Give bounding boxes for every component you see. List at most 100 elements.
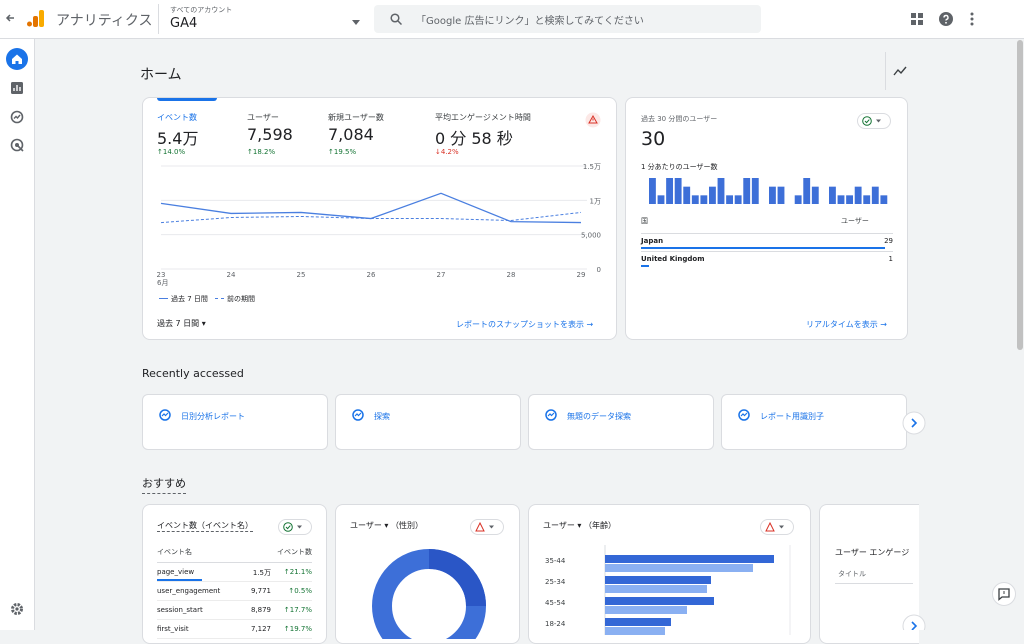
dimension: （年齢） xyxy=(583,521,616,530)
x-tick-label: 28 xyxy=(507,271,516,279)
y-tick-label: 0 xyxy=(597,266,601,274)
metric-value: 5.4万 xyxy=(157,129,199,148)
back-button[interactable] xyxy=(4,12,16,24)
user-count: 29 xyxy=(884,237,893,245)
metric-selector[interactable]: ユーザー xyxy=(543,521,575,530)
realtime-title: 過去 30 分間のユーザー xyxy=(641,115,718,123)
link-text: リアルタイムを表示 xyxy=(806,320,878,329)
events-card: イベント数（イベント名） イベント名 イベント数 page_view 1.5万21.1… xyxy=(142,504,327,644)
donut xyxy=(372,549,486,639)
event-change: 19.7% xyxy=(271,625,312,633)
icon-shape xyxy=(547,412,555,417)
item-label: 日別分析レポート xyxy=(181,412,245,421)
bar xyxy=(751,178,759,204)
help-icon[interactable] xyxy=(939,12,953,26)
share-bar xyxy=(641,265,649,267)
y-tick-label: 18-24 xyxy=(545,620,566,628)
search-icon xyxy=(390,13,402,25)
item-label: 探索 xyxy=(374,412,390,421)
divider xyxy=(157,562,312,563)
metric-label: イベント数 xyxy=(157,113,197,122)
warning-chip[interactable] xyxy=(760,519,794,535)
divider xyxy=(885,52,886,90)
item-icon xyxy=(545,409,557,421)
share-bar xyxy=(641,247,885,249)
metric-value: 0 分 58 秒 xyxy=(435,129,513,148)
status-chip[interactable] xyxy=(278,519,312,535)
table-row-line xyxy=(641,251,893,252)
legend-label: 前の期間 xyxy=(227,295,255,303)
insights-icon[interactable] xyxy=(893,66,907,76)
recent-item[interactable]: 探索 xyxy=(335,394,521,450)
bar xyxy=(717,178,725,204)
logo xyxy=(27,10,44,27)
item-label: 無題のデータ探索 xyxy=(567,412,631,421)
status-chip[interactable] xyxy=(857,113,891,129)
series-line xyxy=(160,211,582,224)
country: Japan xyxy=(641,237,664,245)
realtime-link[interactable]: リアルタイムを表示 → xyxy=(806,320,888,329)
legend-label: 過去 7 日間 xyxy=(171,295,208,303)
bar xyxy=(666,178,673,204)
event-change: 21.1% xyxy=(271,568,312,576)
dimension: （性別） xyxy=(390,521,423,530)
x-tick-label: 26 xyxy=(367,271,376,279)
recent-item[interactable]: 無題のデータ探索 xyxy=(528,394,714,450)
metric-value: 7,598 xyxy=(247,125,293,144)
warning-icon[interactable] xyxy=(585,112,601,128)
bar xyxy=(863,195,871,204)
bar xyxy=(709,186,716,204)
legend-swatch xyxy=(159,298,168,299)
column-header: 国 xyxy=(641,217,648,225)
x-tick-label: 25 xyxy=(297,271,306,279)
icon-shape xyxy=(159,409,171,421)
card-title: ユーザー ▾ （年齢） xyxy=(543,521,616,530)
card-title: ユーザー エンゲージ xyxy=(835,548,910,557)
warning-chip[interactable] xyxy=(470,519,504,535)
recent-item[interactable]: レポート用識別子 xyxy=(721,394,907,450)
next-button[interactable] xyxy=(902,614,926,630)
icon-shape xyxy=(740,412,748,417)
icon-shape xyxy=(161,412,169,417)
icon-shape xyxy=(738,409,750,421)
row-line xyxy=(157,581,312,582)
table-row-line xyxy=(641,233,893,234)
nav-explore[interactable] xyxy=(10,110,24,124)
bar xyxy=(871,186,879,204)
apps-icon[interactable] xyxy=(911,13,923,25)
event-count: 7,127 xyxy=(250,625,271,633)
event-count: 1.5万 xyxy=(252,569,271,577)
nav-advertising[interactable] xyxy=(10,138,24,152)
metric-selector[interactable]: ユーザー xyxy=(350,521,382,530)
dropdown-arrow[interactable] xyxy=(352,20,360,25)
y-tick-label: 35-44 xyxy=(545,557,566,565)
scrollbar[interactable] xyxy=(1017,40,1023,350)
bar xyxy=(837,195,845,204)
nav-home[interactable] xyxy=(6,48,28,70)
event-name: session_start xyxy=(157,606,203,614)
user-count: 1 xyxy=(888,255,893,263)
date-range-selector[interactable]: 過去 7 日間 ▾ xyxy=(157,319,206,328)
event-count: 8,879 xyxy=(250,606,271,614)
bar xyxy=(803,178,811,204)
snapshot-link[interactable]: レポートのスナップショットを表示 → xyxy=(456,320,594,329)
next-button[interactable] xyxy=(902,411,926,435)
metric-value: 7,084 xyxy=(328,125,374,144)
property-selector[interactable]: GA4 xyxy=(170,16,198,31)
nav-reports[interactable] xyxy=(11,82,23,94)
section-title: おすすめ xyxy=(142,475,186,494)
more-icon[interactable] xyxy=(970,12,974,26)
bar xyxy=(794,195,802,204)
icon-shape xyxy=(354,412,362,417)
bar xyxy=(605,618,671,626)
section-title: Recently accessed xyxy=(142,367,244,380)
nav-admin[interactable] xyxy=(10,602,24,616)
feedback-button[interactable] xyxy=(992,582,1016,606)
metric-label: 新規ユーザー数 xyxy=(328,113,384,122)
share-bar xyxy=(157,579,202,581)
recent-item[interactable]: 日別分析レポート xyxy=(142,394,328,450)
row-line xyxy=(157,600,312,601)
metric-label: 平均エンゲージメント時間 xyxy=(435,113,531,122)
search-box[interactable]: 「Google 広告にリンク」と検索してみてください xyxy=(374,5,761,33)
bar xyxy=(605,606,687,614)
